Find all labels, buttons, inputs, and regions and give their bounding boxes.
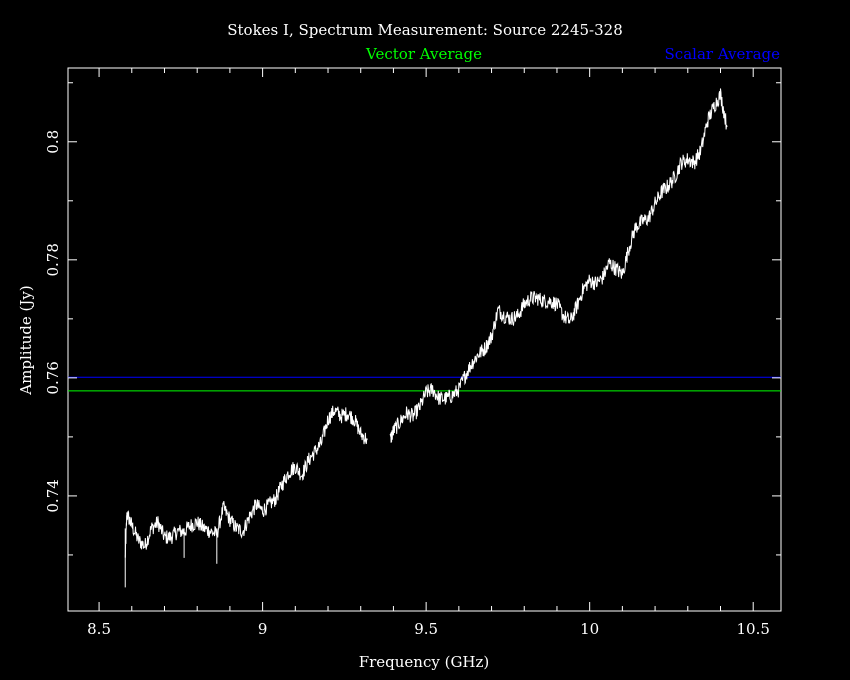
x-tick-label-3: 10 bbox=[580, 620, 599, 638]
spectrum-segment-1 bbox=[389, 88, 728, 443]
plot-frame bbox=[67, 67, 782, 612]
plot-border bbox=[67, 67, 782, 612]
x-tick-label-4: 10.5 bbox=[736, 620, 769, 638]
y-tick-label-1: 0.76 bbox=[44, 361, 62, 394]
series-layer bbox=[124, 88, 728, 588]
x-tick-label-0: 8.5 bbox=[87, 620, 111, 638]
chart-title: Stokes I, Spectrum Measurement: Source 2… bbox=[227, 21, 623, 39]
reference-lines bbox=[68, 376, 781, 392]
spectrum-segment-0 bbox=[124, 405, 368, 558]
axis-ticks: 8.5 9 9.5 10 10.5 0.74 0.76 0.78 0.8 bbox=[44, 68, 781, 638]
legend-scalar-average: Scalar Average bbox=[665, 45, 781, 63]
y-tick-label-0: 0.74 bbox=[44, 479, 62, 512]
x-tick-label-1: 9 bbox=[258, 620, 268, 638]
y-tick-label-2: 0.78 bbox=[44, 243, 62, 276]
x-tick-label-2: 9.5 bbox=[414, 620, 438, 638]
legend-vector-average: Vector Average bbox=[365, 45, 482, 63]
y-axis-label: Amplitude (Jy) bbox=[17, 285, 35, 395]
x-axis-label: Frequency (GHz) bbox=[359, 653, 490, 671]
y-tick-label-3: 0.8 bbox=[44, 130, 62, 154]
